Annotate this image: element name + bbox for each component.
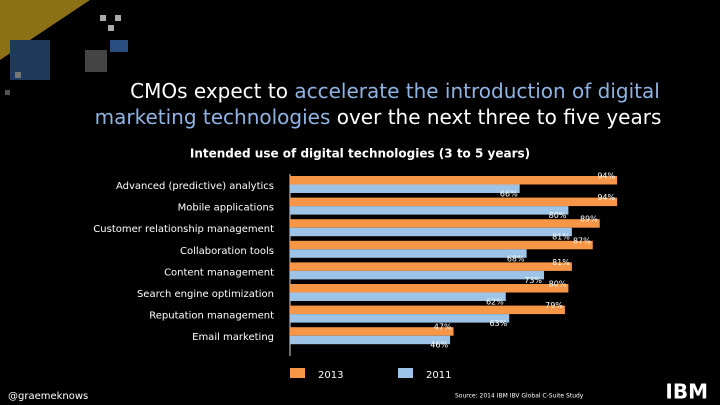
bar	[290, 335, 451, 345]
category-label: Content management	[164, 267, 274, 278]
bar	[290, 292, 506, 301]
bar	[290, 314, 510, 323]
decoration	[0, 0, 128, 95]
value-label: 87%	[573, 236, 591, 245]
bar	[290, 184, 520, 193]
title-line-2: marketing technologies over the next thr…	[95, 105, 662, 129]
bar	[290, 176, 618, 185]
legend-label: 2011	[426, 370, 451, 381]
category-label: Reputation management	[149, 311, 274, 322]
value-label: 63%	[489, 319, 507, 328]
footer-handle: @graemeknows	[8, 391, 88, 402]
bar	[290, 249, 527, 258]
legend-label: 2013	[318, 370, 343, 381]
value-label: 80%	[549, 280, 567, 289]
bar	[290, 197, 618, 207]
bar	[290, 219, 600, 228]
bar	[290, 305, 565, 315]
value-label: 81%	[552, 233, 570, 242]
title-line-1: CMOs expect to accelerate the introducti…	[130, 79, 660, 103]
category-label: Email marketing	[192, 332, 274, 343]
category-label: Search engine optimization	[137, 289, 274, 300]
title-part: CMOs expect to	[130, 79, 294, 103]
category-label: Advanced (predictive) analytics	[116, 181, 274, 192]
value-label: 62%	[486, 298, 504, 307]
title-part: marketing technologies	[95, 105, 331, 129]
value-label: 80%	[549, 211, 567, 220]
logo: IBM	[665, 380, 708, 404]
bar	[290, 206, 569, 215]
value-label: 46%	[430, 341, 448, 350]
bar	[290, 227, 572, 237]
value-label: 47%	[434, 323, 452, 332]
value-label: 94%	[597, 193, 615, 202]
bar	[290, 240, 593, 250]
value-label: 66%	[500, 190, 518, 199]
value-label: 73%	[524, 276, 542, 285]
category-label: Mobile applications	[178, 203, 274, 214]
legend-swatch	[398, 368, 413, 378]
value-label: 89%	[580, 215, 598, 224]
bar	[290, 270, 545, 280]
source: Source: 2014 IBM IBV Global C-Suite Stud…	[455, 393, 584, 400]
bar	[290, 262, 572, 271]
value-label: 94%	[597, 172, 615, 181]
value-label: 81%	[552, 258, 570, 267]
category-label: Collaboration tools	[180, 246, 274, 257]
title-part: accelerate the introduction of digital	[294, 79, 660, 103]
value-label: 68%	[507, 254, 525, 263]
category-label: Customer relationship management	[93, 224, 274, 235]
bar	[290, 327, 454, 336]
value-label: 79%	[545, 301, 563, 310]
legend-swatch	[290, 368, 305, 378]
bar	[290, 284, 569, 293]
title-part: over the next three to five years	[330, 105, 661, 129]
chart-subtitle: Intended use of digital technologies (3 …	[190, 147, 530, 161]
